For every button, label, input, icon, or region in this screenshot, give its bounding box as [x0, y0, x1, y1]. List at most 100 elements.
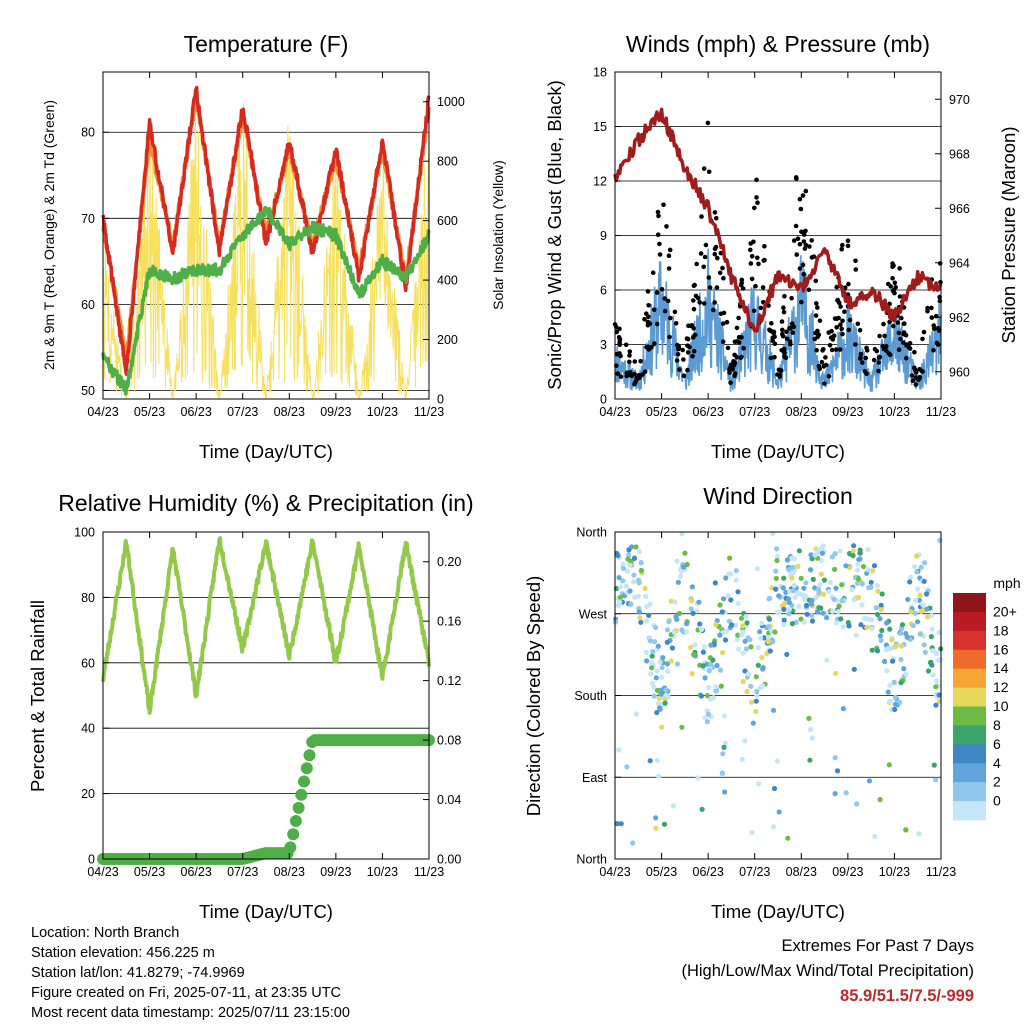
direction-point — [819, 550, 826, 556]
direction-point — [879, 627, 885, 634]
direction-point — [851, 666, 857, 672]
gust-point — [691, 298, 696, 303]
gust-point — [690, 354, 695, 359]
y2-tick-label: 962 — [949, 311, 970, 325]
precip-point — [289, 815, 302, 827]
direction-point — [908, 609, 914, 615]
direction-point — [684, 621, 690, 627]
direction-point — [755, 644, 762, 651]
gust-point — [829, 347, 835, 353]
direction-point — [735, 600, 741, 607]
temp-2m-series — [101, 85, 431, 376]
x-tick-label: 11/23 — [926, 865, 956, 879]
direction-point — [614, 821, 620, 827]
x-tick-label: 11/23 — [414, 865, 444, 879]
legend-swatch — [953, 649, 986, 670]
gust-point — [779, 319, 785, 324]
direction-point — [915, 586, 921, 592]
direction-ylabel-left: Direction (Colored By Speed) — [523, 576, 544, 817]
gust-point — [701, 264, 706, 270]
direction-point — [749, 829, 755, 836]
direction-point — [935, 657, 942, 664]
direction-point — [654, 668, 660, 674]
gust-point — [897, 266, 902, 271]
direction-point — [659, 674, 665, 680]
gust-point — [724, 319, 730, 325]
direction-point — [933, 702, 939, 708]
gust-point — [701, 301, 707, 306]
direction-point — [833, 620, 840, 626]
legend-swatch — [953, 706, 986, 726]
direction-point — [924, 591, 930, 597]
gust-point — [691, 335, 696, 340]
direction-point — [807, 567, 814, 573]
direction-point — [702, 715, 708, 721]
gust-point — [789, 295, 794, 301]
direction-point — [809, 618, 816, 624]
direction-point — [647, 601, 653, 607]
precip-point — [298, 775, 310, 788]
gust-point — [801, 271, 807, 277]
direction-point — [798, 575, 804, 581]
direction-point — [774, 609, 781, 616]
direction-point — [617, 584, 624, 590]
gust-point — [739, 354, 744, 360]
y2-tick-label: 968 — [949, 147, 970, 161]
y-tick-label: 50 — [81, 384, 95, 398]
direction-point — [798, 616, 804, 622]
direction-point — [921, 642, 927, 648]
direction-point — [889, 637, 895, 643]
x-tick-label: 06/23 — [181, 405, 212, 419]
direction-point — [833, 670, 839, 676]
x-tick-label: 07/23 — [227, 405, 258, 419]
direction-point — [666, 619, 672, 625]
direction-point — [712, 580, 718, 586]
x-tick-label: 04/23 — [599, 405, 630, 419]
x-tick-label: 08/23 — [274, 865, 305, 879]
gust-point — [807, 244, 812, 249]
direction-point — [910, 623, 917, 629]
direction-point — [649, 653, 655, 659]
gust-point — [782, 294, 787, 299]
gust-point — [674, 358, 680, 363]
direction-point — [892, 694, 898, 700]
gust-point — [921, 329, 927, 335]
gust-point — [780, 331, 785, 337]
gust-point — [791, 238, 797, 243]
direction-point — [934, 651, 940, 657]
direction-point — [874, 611, 881, 618]
gust-point — [645, 289, 651, 294]
y2-tick-label: 400 — [437, 274, 458, 288]
y2-tick-label: 0.04 — [437, 793, 461, 807]
gust-point — [827, 343, 833, 348]
y-tick-label: 0 — [600, 393, 607, 407]
gust-point — [755, 200, 760, 205]
gust-point — [863, 355, 868, 361]
gust-point — [687, 345, 692, 350]
gust-point — [929, 305, 934, 311]
gust-point — [834, 284, 839, 290]
direction-point — [773, 586, 779, 592]
gust-point — [815, 305, 820, 310]
gust-point — [667, 334, 672, 340]
direction-point — [659, 665, 665, 671]
gust-point — [896, 330, 902, 336]
direction-point — [929, 613, 935, 619]
direction-point — [706, 684, 712, 691]
gust-point — [761, 258, 766, 263]
direction-point — [725, 593, 731, 599]
gust-point — [732, 339, 738, 345]
gust-point — [800, 193, 806, 198]
precip-point — [284, 841, 297, 854]
direction-point — [760, 666, 766, 672]
info-location: Location: North Branch — [31, 925, 180, 941]
gust-point — [646, 303, 651, 308]
gust-point — [665, 298, 671, 304]
winds-ylabel-left: Sonic/Prop Wind & Gust (Blue, Black) — [544, 80, 565, 389]
gust-point — [817, 366, 822, 372]
x-tick-label: 09/23 — [832, 405, 863, 419]
gust-point — [813, 313, 819, 318]
gust-point — [876, 360, 881, 365]
